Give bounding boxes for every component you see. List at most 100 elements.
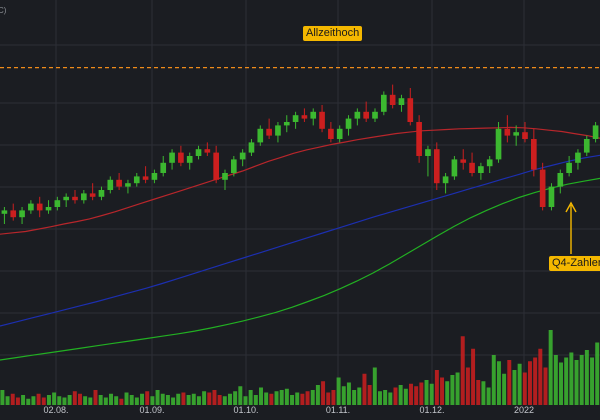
candle-body: [513, 132, 519, 136]
volume-bar: [259, 387, 263, 405]
volume-bar: [290, 395, 295, 405]
candle-body: [575, 152, 581, 163]
volume-bar: [57, 396, 62, 405]
volume-bar: [176, 393, 181, 405]
candle-body: [522, 132, 528, 139]
candle-body: [257, 128, 264, 143]
volume-bar: [83, 396, 88, 405]
candle-body: [36, 203, 43, 211]
volume-bar: [295, 392, 300, 405]
candle-body: [195, 149, 202, 156]
volume-bar: [414, 386, 419, 405]
candle-body: [186, 156, 193, 163]
volume-bar: [331, 390, 336, 405]
volume-bar: [538, 348, 543, 405]
volume-bar: [36, 393, 41, 405]
volume-bar: [202, 391, 207, 405]
candle-body: [301, 115, 308, 119]
volume-bar: [553, 355, 558, 405]
volume-bar: [341, 386, 346, 405]
candle-body: [310, 111, 317, 119]
candle-body: [531, 139, 537, 170]
candle-body: [178, 152, 184, 163]
volume-bar: [512, 370, 517, 405]
volume-bar: [253, 395, 258, 405]
candle-body: [425, 149, 431, 156]
volume-bar: [269, 393, 274, 405]
volume-bar: [502, 373, 507, 405]
volume-bar: [279, 390, 284, 405]
volume-bar: [440, 377, 445, 405]
volume-bar: [212, 390, 217, 405]
candle-body: [336, 128, 343, 139]
volume-bar: [522, 372, 527, 405]
volume-bar: [460, 336, 465, 405]
volume-bar: [150, 396, 155, 405]
volume-bar: [564, 357, 569, 405]
candle-body: [98, 190, 105, 197]
volume-bar: [326, 392, 331, 405]
candle-body: [116, 179, 122, 187]
volume-bar: [496, 361, 501, 405]
volume-bar: [145, 391, 150, 405]
volume-bar: [238, 386, 243, 405]
volume-bar: [543, 367, 548, 405]
volume-bar: [450, 375, 455, 405]
volume-bar: [362, 373, 367, 405]
candle-body: [1, 210, 8, 214]
x-tick-label: 01.11.: [325, 405, 351, 415]
volume-bar: [114, 396, 119, 405]
candle-body: [89, 193, 96, 197]
volume-bar: [103, 397, 108, 405]
volume-bar: [155, 390, 160, 405]
volume-bar: [248, 390, 253, 405]
volume-bar: [98, 395, 103, 405]
candle-body: [433, 149, 440, 184]
x-tick-label: 01.10.: [233, 405, 259, 415]
price-candles: [1, 84, 599, 224]
volume-bar: [590, 357, 595, 405]
candle-body: [204, 149, 211, 153]
candle-body: [125, 183, 131, 187]
volume-bar: [352, 390, 357, 405]
volume-bar: [217, 395, 222, 405]
volume-bar: [465, 367, 470, 405]
candle-body: [239, 152, 246, 160]
x-tick-label: 01.12.: [419, 405, 445, 415]
candle-body: [275, 125, 281, 136]
candle-body: [28, 203, 34, 211]
volume-bar: [419, 382, 424, 405]
volume-bar: [471, 348, 476, 405]
volume-bar: [321, 381, 326, 405]
volume-bar: [393, 387, 398, 405]
candle-body: [319, 111, 325, 129]
volume-bar: [41, 397, 46, 405]
volume-bar: [372, 367, 377, 405]
moving-average-mid-line: [0, 154, 600, 327]
candle-body: [469, 162, 475, 173]
volume-bar: [579, 355, 584, 405]
volume-bars: [0, 330, 600, 405]
volume-bar: [134, 397, 139, 405]
chart-grid: [0, 0, 600, 405]
volume-bar: [284, 388, 289, 405]
candle-body: [72, 196, 78, 201]
volume-bar: [346, 382, 351, 405]
volume-bar: [398, 385, 403, 405]
candle-body: [389, 94, 396, 105]
candle-body: [539, 169, 546, 207]
candle-body: [169, 152, 175, 163]
volume-bar: [5, 396, 10, 405]
candle-body: [142, 176, 149, 180]
candle-body: [63, 196, 69, 201]
volume-bar: [264, 392, 269, 405]
volume-bar: [305, 391, 310, 405]
volume-bar: [595, 342, 600, 405]
volume-bar: [584, 350, 589, 405]
volume-bar: [507, 360, 512, 405]
candle-body: [231, 159, 237, 173]
volume-bar: [476, 380, 481, 405]
candle-body: [592, 125, 599, 139]
candle-body: [486, 159, 493, 167]
